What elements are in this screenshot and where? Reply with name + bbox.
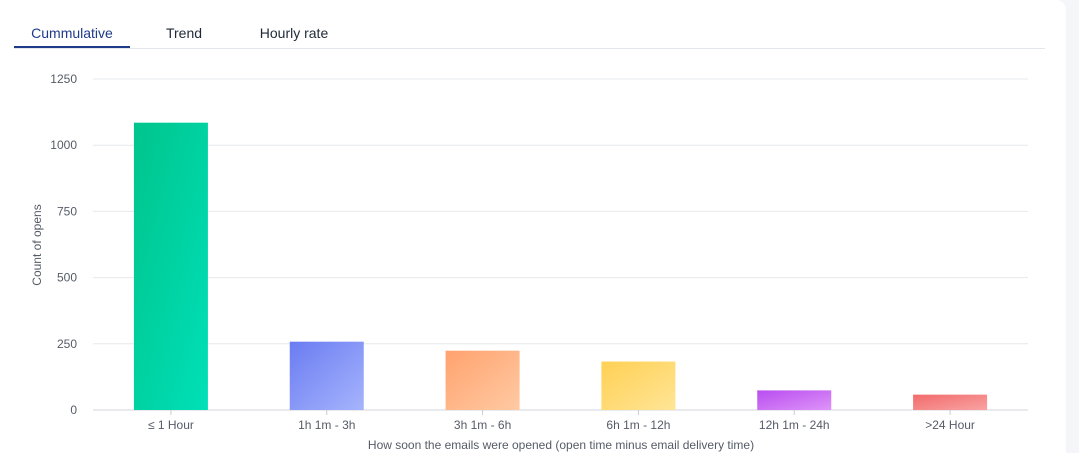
x-tick-label: 3h 1m - 6h [454, 418, 511, 432]
tab-hourly-rate[interactable]: Hourly rate [259, 25, 329, 41]
bar[interactable] [445, 350, 520, 410]
bar[interactable] [913, 394, 988, 410]
y-tick-label: 0 [70, 403, 77, 417]
grid-layer [93, 78, 1028, 411]
bar[interactable] [133, 122, 208, 410]
x-tick-layer: ≤ 1 Hour 1h 1m - 3h 3h 1m - 6h 6h 1m - 12h 1… [148, 410, 975, 432]
y-tick-label: 1000 [50, 138, 77, 152]
y-tick-label: 250 [57, 337, 77, 351]
x-tick-label: 6h 1m - 12h [606, 418, 670, 432]
y-axis-label: Count of opens [30, 204, 44, 285]
bar[interactable] [601, 361, 676, 410]
bar[interactable] [289, 341, 364, 410]
tab-cummulative[interactable]: Cummulative [14, 16, 130, 48]
bar[interactable] [757, 390, 832, 410]
x-tick-label: >24 Hour [925, 418, 975, 432]
tab-trend[interactable]: Trend [165, 25, 203, 41]
x-tick-label: 12h 1m - 24h [759, 418, 830, 432]
bar-layer [133, 122, 988, 410]
tab-bar: Cummulative Trend Hourly rate [14, 16, 1045, 49]
y-tick-label: 1250 [50, 72, 77, 86]
x-axis-label: How soon the emails were opened (open ti… [368, 438, 754, 452]
x-tick-label: 1h 1m - 3h [298, 418, 355, 432]
x-tick-label: ≤ 1 Hour [148, 418, 194, 432]
y-tick-label: 500 [57, 271, 77, 285]
y-tick-label: 750 [57, 204, 77, 218]
y-tick-layer: 0 250 500 750 1000 1250 [50, 72, 77, 417]
